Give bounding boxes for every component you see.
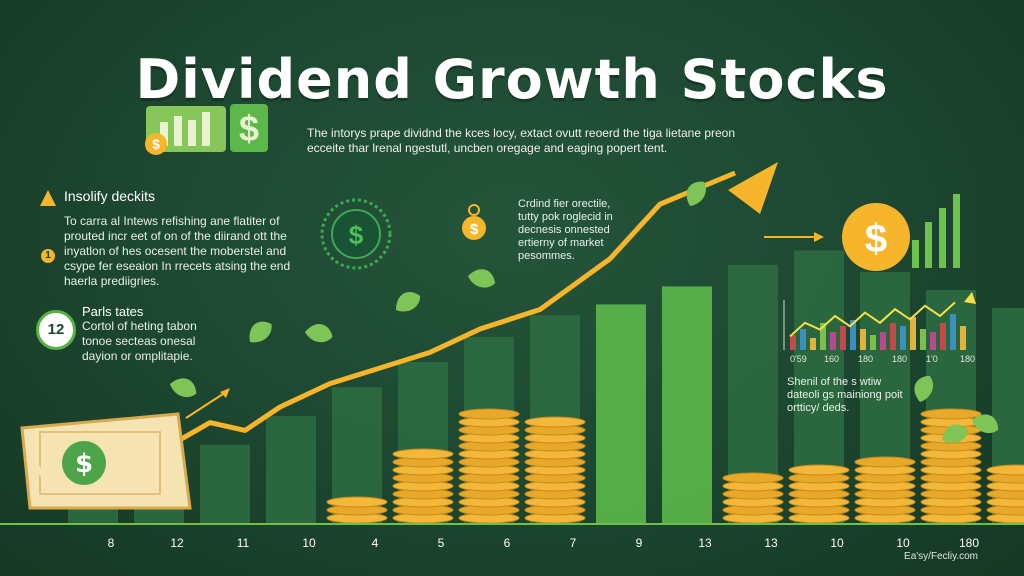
coin-icon: $ [462,204,486,240]
x-tick-label: 10 [302,536,316,550]
inset-tick-label: 0'59 [790,354,807,364]
inset-bar [930,332,936,350]
right-note: Shenil of the s wtiw dateoli gs mainiong… [787,376,903,414]
x-tick-label: 10 [896,536,910,550]
inset-bar [900,326,906,350]
x-tick-label: 12 [170,536,184,550]
svg-text:$: $ [75,449,93,479]
svg-text:$: $ [239,108,259,149]
small-arrow [185,391,227,419]
inset-bar [850,320,856,350]
inset-bar [800,329,806,350]
rate-badge: 12 [36,310,76,350]
inset-tick-label: 160 [824,354,839,364]
inset-bar [870,335,876,350]
svg-text:$: $ [152,136,160,152]
dollar-bill-icon: $ [20,412,192,510]
leaf-icon [686,181,706,206]
chart-bar [662,286,712,524]
dollar-badge-icon: $ $ [145,104,268,155]
leaf-icon [170,378,197,397]
x-tick-label: 10 [830,536,844,550]
coin [458,408,520,420]
svg-text:$: $ [470,221,479,238]
inset-bar [950,314,956,350]
coin [986,464,1024,476]
x-tick-label: 5 [437,536,445,550]
x-tick-label: 100 [1015,536,1024,550]
inset-arrow-icon [964,292,976,304]
warning-icon [40,190,56,206]
mid-note: Crdind fier orectile, tutty pok roglecid… [518,198,613,262]
leaf-icon [972,414,999,433]
seal-dollar-icon: $ [320,198,392,270]
inset-bar [820,323,826,350]
inset-tick-label: 180 [858,354,873,364]
svg-text:$: $ [865,217,887,261]
inset-bar [920,329,926,350]
inset-bar [840,326,846,350]
inset-tick-label: 180 [960,354,975,364]
coin-stacks [326,408,1024,524]
x-tick-label: 13 [764,536,778,550]
leaf-icon [249,321,272,343]
coin [788,464,850,476]
insights-body: To carra al Intews refishing ane flatite… [64,214,291,288]
chart-bar [266,416,316,524]
leaf-icon [468,269,496,288]
inset-bar [890,323,896,350]
x-tick-label: 4 [371,536,379,550]
x-tick-label: 6 [503,536,511,550]
chart-bar [200,444,250,524]
inset-line [789,301,956,338]
leaf-icon [914,375,933,402]
x-tick-label: 13 [698,536,712,550]
insights-heading: Insolify deckits [64,188,156,204]
trend-arrow-icon [728,162,778,214]
inset-bar [810,338,816,350]
bullet-marker: 1 [41,249,55,263]
leaf-icon [942,424,969,443]
page-title: Dividend Growth Stocks [135,48,889,111]
inset-bar [830,332,836,350]
inset-bar [940,323,946,350]
inset-tick-label: 1'0 [926,354,938,364]
chart-bar [596,304,646,524]
coin [524,416,586,428]
x-tick-label: 180 [958,536,980,550]
coin [920,408,982,420]
rates-heading: Parls tates [82,304,144,319]
x-tick-label: 7 [569,536,577,550]
trend-line [174,170,736,445]
inset-bar [790,335,796,350]
coin [392,448,454,460]
coin [854,456,916,468]
inset-bar [910,317,916,350]
svg-text:$: $ [349,220,364,250]
inset-bar [960,326,966,350]
coin [722,472,784,484]
coin [326,496,388,508]
leaf-decorations [170,181,999,443]
intro-text: The intorys prape dividnd the kces locy,… [307,126,736,155]
dollar-coin-icon: $ [764,194,960,271]
leaf-icon [305,324,333,343]
x-tick-label: 9 [635,536,643,550]
inset-bar [880,332,886,350]
inset-tick-label: 180 [892,354,907,364]
inset-chart: 0'59 160 180 180 1'0 180 [783,292,976,364]
source-credit: Ea'sy/Fecliy.com [904,551,978,562]
rates-body: Cortol of heting tabon tonoe secteas one… [82,319,197,363]
x-tick-label: 11 [236,536,250,550]
inset-bar [860,329,866,350]
leaf-icon [395,292,421,312]
x-tick-label: 8 [107,536,115,550]
